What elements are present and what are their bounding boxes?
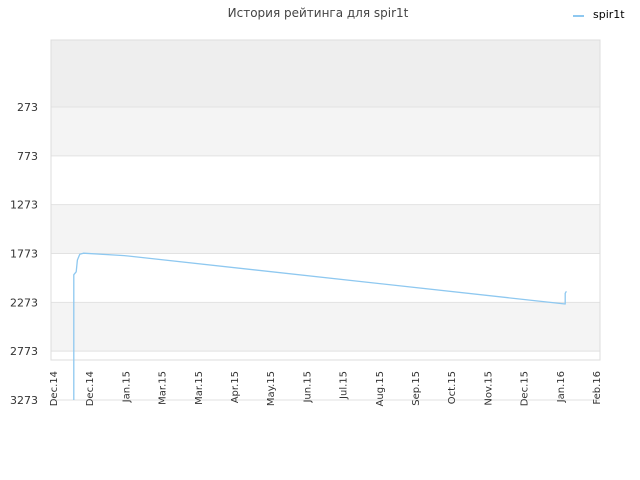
plot-band xyxy=(51,40,600,107)
x-tick-label: Feb.16 xyxy=(592,371,603,405)
y-tick-label: 1773 xyxy=(10,248,38,261)
plot-background-bands xyxy=(51,40,600,400)
x-tick-label: Dec.14 xyxy=(49,371,60,406)
legend[interactable]: spir1t xyxy=(573,8,625,21)
y-tick-label: 273 xyxy=(17,101,38,114)
plot-frame xyxy=(50,39,601,361)
x-tick-label: Apr.15 xyxy=(230,371,241,403)
x-tick-label: Jul.15 xyxy=(339,371,350,400)
y-axis-ticks: 273 773 1273 1773 2273 2773 3273 xyxy=(10,101,38,407)
x-tick-label: Mar.15 xyxy=(158,371,169,405)
plot-band xyxy=(51,155,600,205)
plot-band xyxy=(51,204,600,254)
chart-title: История рейтинга для spir1t xyxy=(228,6,409,20)
y-tick-label: 1273 xyxy=(10,199,38,212)
x-tick-label: Sep.15 xyxy=(411,371,422,406)
x-tick-label: May.15 xyxy=(266,371,277,406)
x-tick-label: Oct.15 xyxy=(447,371,458,404)
y-tick-label: 2273 xyxy=(10,296,38,309)
series-layer xyxy=(73,252,567,400)
plot-band xyxy=(51,302,600,352)
x-tick-label: Jan.16 xyxy=(556,371,567,403)
x-tick-label: Mar.15 xyxy=(194,371,205,405)
y-gridlines xyxy=(51,106,600,401)
x-tick-label: Aug.15 xyxy=(375,371,386,406)
x-tick-label: Nov.15 xyxy=(483,371,494,406)
x-axis-ticks: Dec.14 Dec.14 Jan.15 Mar.15 Mar.15 Apr.15 May.… xyxy=(49,371,603,406)
plot-band xyxy=(51,107,600,156)
legend-label: spir1t xyxy=(593,8,625,21)
x-tick-label: Dec.15 xyxy=(520,371,531,406)
x-tick-label: Jan.15 xyxy=(121,371,132,403)
plot-band xyxy=(51,351,600,400)
series-line-spir1t xyxy=(73,252,567,400)
y-tick-label: 773 xyxy=(17,150,38,163)
x-tick-label: Jun.15 xyxy=(302,371,313,404)
y-tick-label: 2773 xyxy=(10,345,38,358)
y-tick-label: 3273 xyxy=(10,394,38,407)
x-tick-label: Dec.14 xyxy=(85,371,96,406)
